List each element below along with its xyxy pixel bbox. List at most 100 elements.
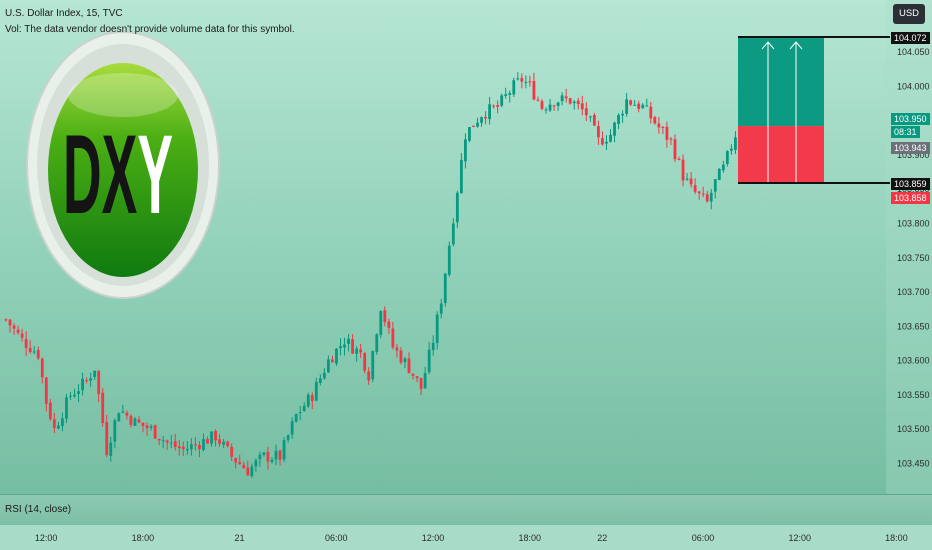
candle-body (544, 109, 548, 111)
candle-body (701, 193, 705, 195)
symbol-title: U.S. Dollar Index, 15, TVC (5, 8, 123, 19)
candle-body (512, 80, 516, 95)
rsi-label: RSI (14, close) (5, 504, 72, 515)
logo-text: DXY (63, 112, 173, 237)
candle-body (44, 377, 48, 404)
candle-body (89, 378, 93, 381)
candle (335, 347, 338, 366)
candle (294, 413, 298, 423)
candle (560, 92, 564, 106)
candle-body (464, 139, 467, 162)
candle (206, 436, 209, 444)
candle-body (266, 451, 270, 462)
candle-body (194, 444, 197, 446)
candle (552, 104, 556, 111)
candle (645, 98, 649, 107)
currency-button[interactable]: USD (893, 4, 925, 24)
candle (548, 98, 552, 113)
candle (423, 366, 427, 389)
candle (532, 72, 536, 101)
candle-body (399, 350, 403, 363)
candle (629, 99, 633, 107)
candle (339, 338, 342, 356)
candle-body (419, 377, 423, 389)
candle (242, 461, 246, 469)
candle-body (274, 450, 278, 460)
candle (69, 392, 72, 400)
candle-body (125, 412, 129, 416)
candle (455, 190, 459, 229)
grey-price-tag: 103.943 (891, 142, 930, 154)
candle (343, 337, 346, 356)
candle (165, 439, 169, 450)
candle (109, 436, 113, 462)
candle (673, 134, 677, 162)
candle-body (351, 339, 354, 354)
candle (222, 438, 226, 449)
candle-body (556, 102, 560, 106)
candle-body (61, 418, 64, 426)
candle (439, 298, 443, 319)
candle (359, 343, 363, 359)
candle-body (637, 103, 641, 109)
candle-body (238, 462, 242, 465)
candle-body (391, 328, 395, 348)
candle-body (161, 440, 165, 442)
candle-body (327, 359, 330, 373)
candle-body (617, 114, 620, 124)
candle-body (625, 99, 629, 114)
candle (101, 387, 105, 427)
candle (584, 102, 588, 122)
candle (153, 424, 157, 439)
candle (12, 323, 16, 335)
candle (492, 104, 496, 109)
dxy-logo: DXY (26, 31, 220, 299)
candle-body (298, 412, 302, 414)
candle-body (713, 179, 717, 192)
candle (254, 458, 258, 472)
candle-body (447, 245, 451, 275)
candle (597, 120, 600, 145)
candle (641, 102, 645, 110)
candle-body (189, 444, 193, 450)
candle (520, 73, 524, 89)
candle (524, 75, 528, 89)
candle-body (101, 392, 105, 423)
candle (161, 435, 165, 449)
candle (661, 126, 665, 135)
candle-body (93, 370, 97, 378)
y-tick-label: 104.050 (897, 47, 930, 57)
rsi-pane[interactable] (0, 494, 932, 525)
candle (181, 441, 185, 456)
y-tick-label: 103.650 (897, 321, 930, 331)
candle-body (423, 373, 427, 389)
candle-body (258, 454, 262, 460)
candle-body (254, 460, 258, 467)
candle (427, 342, 431, 375)
candle-body (8, 319, 12, 326)
candle (504, 87, 508, 99)
candle (234, 457, 238, 469)
candle (480, 116, 483, 127)
candle-body (165, 440, 169, 443)
arrow-head (789, 41, 803, 50)
candle-body (721, 164, 725, 171)
time-axis (0, 524, 932, 550)
y-tick-label: 103.550 (897, 390, 930, 400)
candle-body (588, 116, 592, 118)
candle (290, 416, 294, 439)
candle (262, 451, 266, 457)
candle (137, 416, 141, 424)
arrow-head (761, 41, 775, 50)
x-tick-label: 12:00 (35, 533, 58, 543)
candle-body (105, 422, 109, 455)
candle (194, 437, 197, 451)
candle-body (214, 431, 217, 441)
candle-body (322, 372, 326, 379)
candle-body (77, 391, 80, 394)
candle-body (169, 442, 173, 444)
candle-body (129, 415, 133, 425)
candle (657, 116, 661, 134)
candle-body (137, 419, 141, 423)
